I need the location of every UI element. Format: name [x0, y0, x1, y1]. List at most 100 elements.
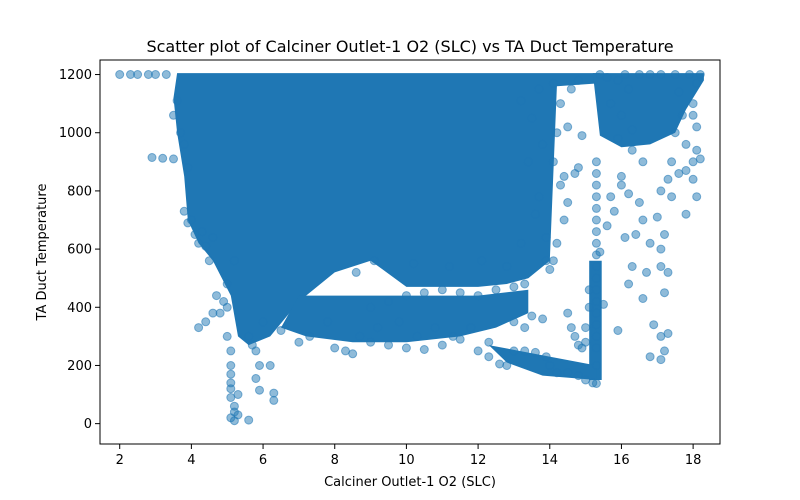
data-point — [520, 279, 530, 289]
data-point — [369, 256, 379, 266]
x-axis: 2 4 6 8 10 12 14 16 18 — [116, 444, 702, 468]
data-point — [613, 326, 623, 335]
dense-region — [592, 73, 704, 148]
data-point — [491, 285, 501, 295]
data-point — [616, 180, 626, 190]
data-point — [649, 320, 659, 330]
data-point — [685, 70, 694, 79]
data-point — [688, 110, 698, 120]
data-point — [545, 265, 555, 274]
x-tick-label: 10 — [398, 453, 415, 468]
data-point — [573, 371, 583, 381]
data-point — [534, 192, 544, 202]
data-point — [509, 282, 519, 292]
data-point — [667, 157, 677, 167]
data-point — [681, 166, 691, 175]
data-point — [559, 215, 569, 225]
data-point — [530, 209, 540, 219]
y-tick-label: 800 — [67, 184, 92, 199]
data-point — [244, 331, 254, 341]
data-point — [401, 343, 411, 353]
data-point — [204, 256, 214, 266]
data-point — [663, 174, 673, 184]
data-point — [681, 209, 691, 219]
data-point — [656, 355, 666, 365]
data-point — [495, 359, 505, 369]
data-point — [172, 96, 182, 106]
data-point — [566, 323, 576, 333]
data-point — [384, 340, 393, 350]
data-point — [692, 145, 702, 155]
data-point — [409, 259, 419, 269]
data-point — [663, 267, 673, 277]
data-point — [634, 198, 644, 207]
y-tick-label: 0 — [84, 417, 92, 432]
data-point — [265, 361, 275, 370]
data-point — [527, 113, 537, 123]
data-point — [573, 163, 583, 173]
data-point — [681, 139, 691, 149]
data-point — [169, 154, 178, 164]
data-point — [255, 361, 264, 370]
data-point — [627, 145, 637, 155]
data-point — [581, 337, 591, 347]
data-point — [670, 70, 680, 79]
data-point — [226, 384, 236, 394]
data-point — [523, 157, 533, 167]
data-point — [638, 215, 648, 225]
data-point — [556, 180, 565, 190]
data-point — [201, 241, 211, 251]
data-point — [606, 192, 616, 202]
data-point — [305, 331, 315, 341]
data-point — [573, 75, 583, 85]
data-point — [609, 206, 619, 216]
data-point — [638, 294, 648, 303]
data-point — [688, 174, 698, 184]
data-point — [591, 285, 601, 295]
data-point — [520, 346, 530, 356]
data-point — [366, 302, 376, 312]
data-point — [642, 267, 651, 277]
data-point — [563, 368, 573, 378]
data-point — [258, 317, 268, 327]
data-point — [158, 153, 168, 163]
data-point — [606, 99, 616, 109]
data-point — [176, 128, 186, 138]
data-point — [276, 326, 286, 335]
data-point — [115, 70, 125, 79]
data-point — [516, 238, 526, 248]
data-point — [520, 323, 530, 333]
data-point — [169, 110, 178, 120]
data-point — [412, 331, 422, 341]
data-point — [251, 346, 261, 356]
data-point — [663, 329, 673, 338]
data-point — [530, 347, 540, 357]
data-point — [473, 346, 483, 356]
data-point — [183, 163, 193, 173]
data-point — [516, 96, 526, 106]
x-tick-label: 8 — [331, 453, 339, 468]
data-point — [222, 302, 232, 312]
data-point — [695, 154, 705, 164]
data-point — [616, 171, 626, 181]
data-point — [534, 84, 544, 94]
data-point — [656, 244, 666, 254]
y-tick-label: 1000 — [59, 126, 92, 141]
data-point — [548, 78, 558, 88]
data-point — [602, 221, 612, 231]
data-point — [269, 395, 279, 405]
data-point — [591, 361, 601, 370]
data-point — [502, 361, 512, 370]
data-point — [545, 361, 555, 370]
data-point — [244, 415, 254, 425]
data-point — [197, 227, 207, 237]
data-point — [133, 70, 143, 79]
y-tick-label: 1200 — [59, 68, 92, 83]
data-point — [695, 70, 705, 79]
data-point — [548, 157, 558, 167]
x-tick-label: 18 — [685, 453, 702, 468]
data-point — [591, 157, 601, 167]
data-point — [419, 345, 429, 354]
data-point — [323, 317, 333, 327]
data-point — [591, 308, 601, 318]
